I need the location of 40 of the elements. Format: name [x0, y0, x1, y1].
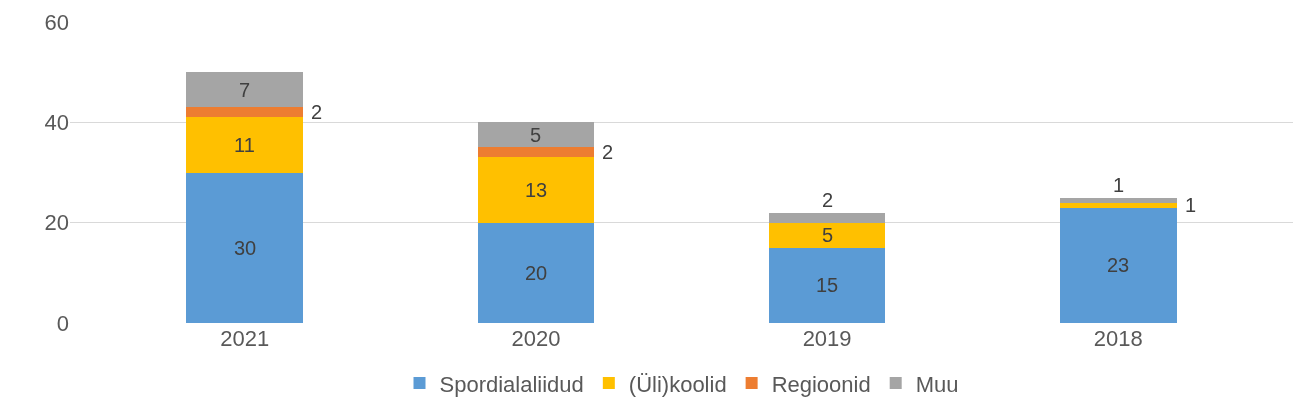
bar	[186, 117, 303, 173]
data-label: 2	[822, 189, 834, 211]
data-label: 1	[1185, 194, 1197, 216]
bar	[1060, 197, 1177, 203]
data-label: 5	[822, 224, 834, 246]
data-label: 5	[530, 124, 542, 146]
bar	[477, 222, 595, 323]
y-tick-label: 60	[44, 9, 69, 35]
bar	[1060, 207, 1177, 323]
bar	[477, 157, 595, 223]
data-label: 1	[1113, 174, 1125, 196]
bar	[1060, 202, 1177, 208]
data-label: 15	[816, 274, 839, 296]
legend-label: Spordialaliidud	[439, 371, 584, 397]
x-tick-label: 2020	[511, 326, 561, 351]
y-tick-label: 40	[44, 110, 69, 136]
y-tick-label: 0	[56, 310, 69, 336]
data-label: 7	[239, 79, 251, 101]
data-label: 23	[1107, 254, 1130, 276]
bar	[186, 107, 303, 118]
data-label: 2	[602, 141, 614, 163]
x-tick-label: 2019	[802, 326, 852, 351]
x-tick-label: 2021	[220, 326, 270, 351]
legend-label: (Üli)koolid	[628, 371, 727, 397]
legend-label: Muu	[915, 371, 959, 397]
data-label: 2	[311, 101, 323, 123]
bar	[768, 222, 886, 248]
x-tick-label: 2018	[1093, 326, 1143, 351]
data-label: 11	[234, 134, 255, 156]
bar	[477, 147, 595, 158]
bar	[477, 122, 595, 148]
legend-label: Regioonid	[771, 371, 871, 397]
data-label: 13	[525, 179, 548, 201]
y-tick-label: 20	[44, 210, 69, 236]
data-label: 20	[525, 262, 548, 284]
bar	[186, 172, 303, 323]
bar	[768, 247, 886, 323]
data-label: 30	[234, 237, 257, 259]
bar	[186, 72, 303, 108]
bar	[768, 212, 886, 223]
